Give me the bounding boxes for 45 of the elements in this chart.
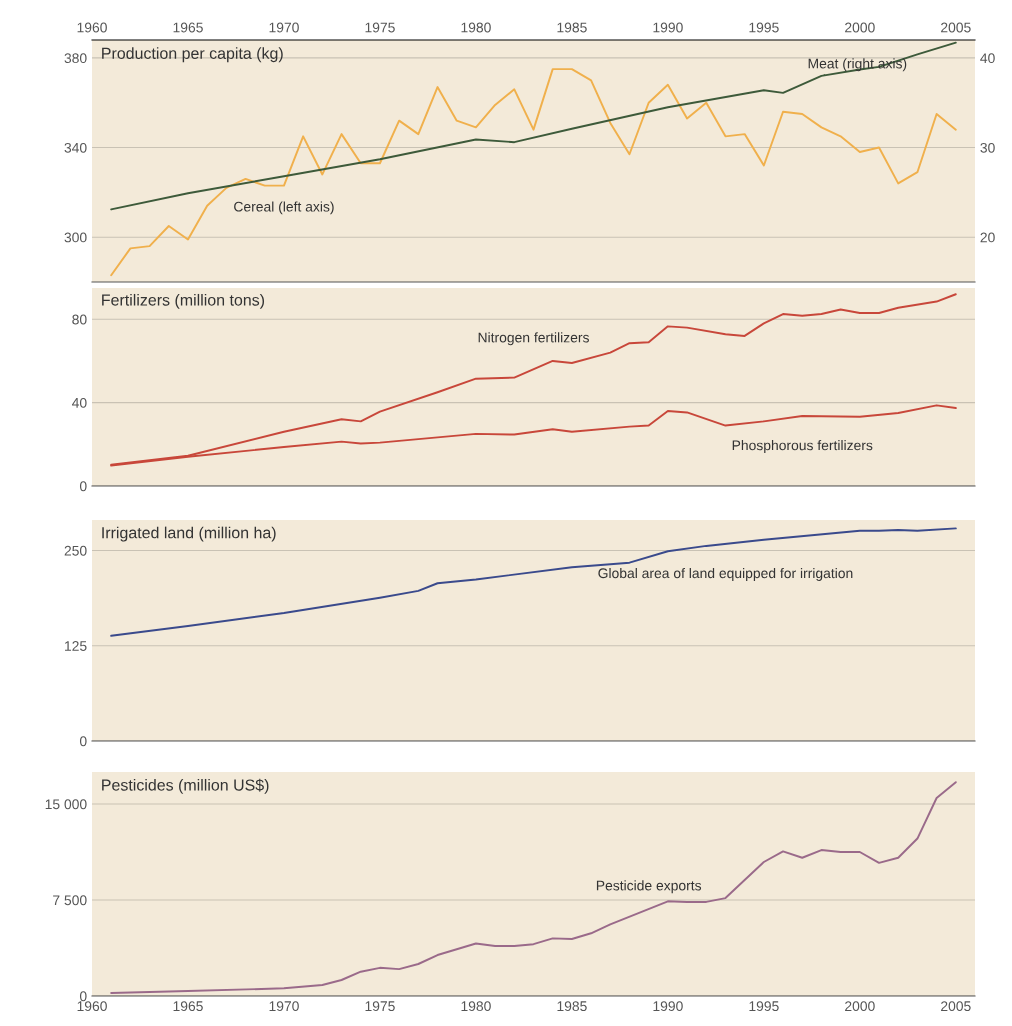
x-tick-label: 1960 bbox=[77, 1001, 107, 1012]
x-tick-label: 1990 bbox=[653, 22, 683, 33]
y-tick-label: 7 500 bbox=[53, 895, 87, 906]
chart-title: Fertilizers (million tons) bbox=[102, 293, 265, 309]
x-tick-label: 1980 bbox=[461, 1001, 491, 1012]
y2-tick-label: 20 bbox=[980, 232, 995, 243]
x-tick-label: 1985 bbox=[557, 22, 587, 33]
x-tick-label: 1970 bbox=[269, 22, 299, 33]
x-tick-label: 1975 bbox=[365, 22, 395, 33]
y-tick-label: 80 bbox=[72, 314, 87, 325]
series-label: Phosphorous fertilizers bbox=[732, 440, 873, 453]
chart-title: Production per capita (kg) bbox=[102, 47, 283, 63]
x-tick-label: 1965 bbox=[173, 1001, 203, 1012]
series-label: Global area of land equipped for irrigation bbox=[598, 567, 853, 581]
x-tick-label: 2005 bbox=[941, 22, 971, 33]
x-tick-label: 1970 bbox=[269, 1001, 299, 1012]
x-tick-label: 1975 bbox=[365, 1001, 395, 1012]
y-tick-label: 340 bbox=[64, 142, 87, 153]
y-tick-label: 250 bbox=[64, 545, 87, 556]
x-tick-label: 2000 bbox=[845, 22, 875, 33]
y-tick-label: 0 bbox=[79, 736, 87, 747]
chart-title: Irrigated land (million ha) bbox=[102, 526, 276, 542]
y-tick-label: 0 bbox=[79, 481, 87, 492]
y-tick-label: 0 bbox=[79, 991, 87, 1002]
series-label: Meat (right axis) bbox=[808, 58, 907, 72]
y2-tick-label: 30 bbox=[980, 142, 995, 153]
x-tick-label: 1985 bbox=[557, 1001, 587, 1012]
x-tick-label: 1990 bbox=[653, 1001, 683, 1012]
series-label: Cereal (left axis) bbox=[234, 201, 334, 215]
x-tick-label: 1995 bbox=[749, 1001, 779, 1012]
y2-tick-label: 40 bbox=[980, 53, 995, 64]
y-tick-label: 40 bbox=[72, 397, 87, 408]
x-tick-label: 1965 bbox=[173, 22, 203, 33]
x-tick-label: 1995 bbox=[749, 22, 779, 33]
x-tick-label: 1980 bbox=[461, 22, 491, 33]
y-tick-label: 380 bbox=[64, 53, 87, 64]
x-tick-label: 1960 bbox=[77, 22, 107, 33]
series-label: Nitrogen fertilizers bbox=[478, 332, 589, 346]
chart-title: Pesticides (million US$) bbox=[102, 778, 269, 794]
y-tick-label: 15 000 bbox=[45, 799, 87, 810]
x-tick-label: 2005 bbox=[941, 1001, 971, 1012]
y-tick-label: 300 bbox=[64, 232, 87, 243]
x-tick-label: 2000 bbox=[845, 1001, 875, 1012]
series-label: Pesticide exports bbox=[596, 880, 702, 894]
y-tick-label: 125 bbox=[65, 641, 87, 651]
